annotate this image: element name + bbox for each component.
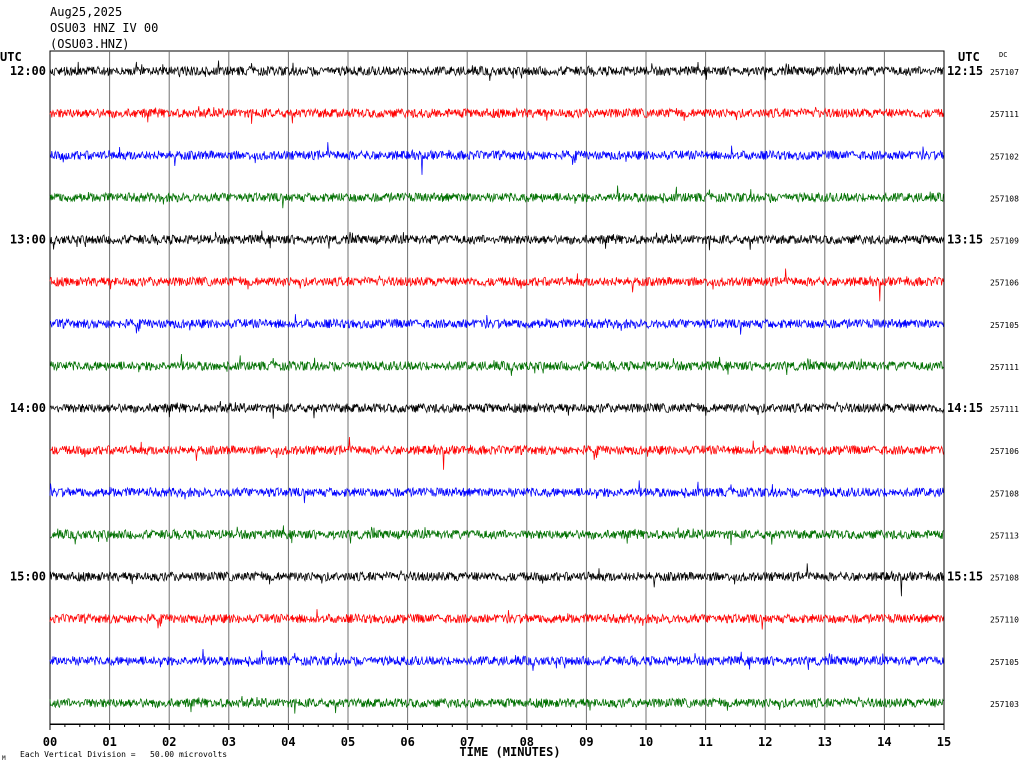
- dc-value: 257109: [990, 237, 1019, 246]
- dc-value: 257108: [990, 194, 1019, 203]
- x-tick-label: 14: [877, 735, 891, 749]
- trace-line: [49, 436, 944, 470]
- trace-line: [49, 230, 944, 251]
- footer-mark: M: [2, 755, 6, 762]
- x-tick-label: 09: [579, 735, 593, 749]
- dc-value: 257105: [990, 321, 1019, 330]
- dc-value: 257111: [990, 405, 1019, 414]
- right-time-label: 12:15: [947, 64, 983, 78]
- right-time-label: 15:15: [947, 570, 983, 584]
- x-tick-label: 10: [639, 735, 653, 749]
- right-time-labels: 12:15 13:15 14:15 15:15: [947, 64, 983, 584]
- x-tick-label: 03: [222, 735, 236, 749]
- dc-value: 257102: [990, 152, 1019, 161]
- trace-line: [49, 353, 944, 376]
- x-tick-label: 08: [520, 735, 534, 749]
- trace-line: [49, 185, 944, 209]
- dc-header-label: DC: [999, 51, 1007, 59]
- trace-line: [49, 480, 944, 504]
- trace-line: [50, 525, 944, 546]
- x-tick-label: 15: [937, 735, 951, 749]
- trace-line: [49, 648, 944, 671]
- station-header: Aug25,2025 OSU03 HNZ IV 00 (OSU03.HNZ): [50, 4, 158, 52]
- dc-value: 257110: [990, 616, 1019, 625]
- x-tick-label: 04: [281, 735, 295, 749]
- utc-left-label: UTC: [0, 50, 22, 64]
- dc-value: 257107: [990, 68, 1019, 77]
- dc-value: 257103: [990, 700, 1019, 709]
- trace-line: [49, 695, 944, 714]
- trace-line: [49, 142, 944, 175]
- left-time-label: 15:00: [10, 570, 46, 584]
- trace-line: [49, 106, 944, 124]
- x-tick-label: 07: [460, 735, 474, 749]
- trace-line: [49, 314, 944, 335]
- left-time-label: 12:00: [10, 64, 46, 78]
- dc-value: 257113: [990, 531, 1019, 540]
- dc-value: 257105: [990, 658, 1019, 667]
- trace-line: [49, 268, 944, 302]
- scale-footnote: Each Vertical Division = 50.00 microvolt…: [20, 750, 227, 759]
- x-axis-title: TIME (MINUTES): [459, 745, 560, 759]
- right-time-label: 13:15: [947, 233, 983, 247]
- trace-line: [49, 401, 944, 419]
- station-code-label: (OSU03.HNZ): [50, 37, 130, 51]
- dc-value: 257111: [990, 363, 1019, 372]
- x-tick-label: 12: [758, 735, 772, 749]
- station-label: OSU03 HNZ IV 00: [50, 21, 159, 35]
- dc-value: 257106: [990, 447, 1019, 456]
- dc-value: 257106: [990, 279, 1019, 288]
- x-tick-label: 06: [400, 735, 414, 749]
- trace-line: [49, 563, 944, 597]
- x-tick-label: 11: [698, 735, 712, 749]
- x-tick-label: 01: [102, 735, 116, 749]
- date-label: Aug25,2025: [50, 5, 123, 19]
- x-tick-label: 13: [818, 735, 832, 749]
- left-time-label: 13:00: [10, 233, 46, 247]
- trace-line: [49, 60, 944, 81]
- x-tick-label: 02: [162, 735, 176, 749]
- dc-value: 257111: [990, 110, 1019, 119]
- trace-line: [49, 609, 944, 630]
- dc-value: 257108: [990, 489, 1019, 498]
- grid-lines: [109, 51, 885, 724]
- x-axis: 00 01 02 03 04 05 06 07 08 09 10 11 12 13 14 15: [43, 724, 951, 749]
- left-time-labels: 12:00 13:00 14:00 15:00: [10, 64, 46, 584]
- traces: [49, 60, 944, 714]
- right-time-label: 14:15: [947, 401, 983, 415]
- left-time-label: 14:00: [10, 401, 46, 415]
- x-tick-label: 05: [341, 735, 355, 749]
- x-tick-label: 00: [43, 735, 57, 749]
- dc-value: 257108: [990, 574, 1019, 583]
- utc-right-label: UTC: [958, 50, 980, 64]
- dc-values: 257107 257111 257102 257108 257109 257106 2571…: [990, 68, 1019, 709]
